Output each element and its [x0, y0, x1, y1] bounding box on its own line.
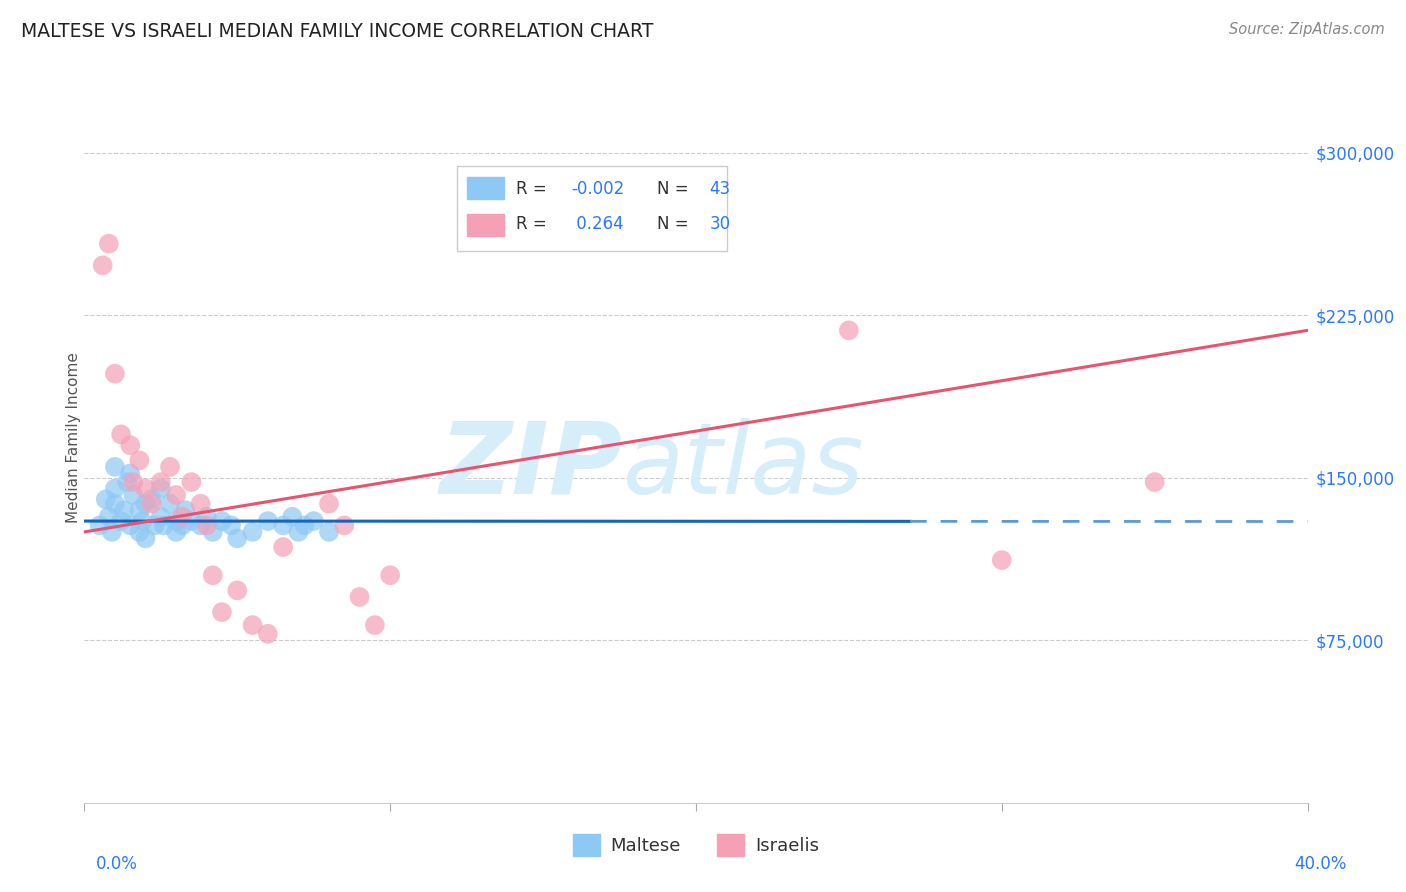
Point — [201, 568, 224, 582]
Point — [159, 497, 181, 511]
Point — [97, 509, 120, 524]
Point — [159, 459, 181, 474]
Text: 43: 43 — [710, 179, 731, 198]
Point — [838, 323, 860, 337]
Point — [201, 524, 224, 539]
Point — [294, 518, 316, 533]
Point — [135, 482, 157, 496]
Point — [135, 497, 157, 511]
Point — [172, 518, 194, 533]
Text: -0.002: -0.002 — [571, 179, 624, 198]
Point — [104, 497, 127, 511]
Point — [364, 618, 387, 632]
Point — [242, 524, 264, 539]
Point — [101, 524, 124, 539]
Point — [149, 509, 172, 524]
Point — [89, 518, 111, 533]
Point — [104, 367, 127, 381]
Point — [302, 514, 325, 528]
Point — [104, 459, 127, 474]
Point — [180, 514, 202, 528]
Point — [112, 503, 135, 517]
Bar — [467, 214, 503, 235]
Point — [271, 540, 294, 554]
Point — [165, 524, 187, 539]
Text: 40.0%: 40.0% — [1295, 855, 1347, 872]
Point — [141, 492, 163, 507]
Point — [195, 518, 218, 533]
Point — [219, 518, 242, 533]
Point — [131, 514, 153, 528]
Point — [110, 514, 132, 528]
Point — [122, 475, 145, 489]
Text: ZIP: ZIP — [440, 417, 623, 515]
Point — [128, 503, 150, 517]
Legend: Maltese, Israelis: Maltese, Israelis — [565, 827, 827, 863]
FancyBboxPatch shape — [457, 167, 727, 251]
Point — [122, 488, 145, 502]
Point — [94, 492, 117, 507]
Point — [242, 618, 264, 632]
Point — [172, 509, 194, 524]
Point — [97, 236, 120, 251]
Point — [115, 475, 138, 489]
Point — [120, 518, 142, 533]
Text: Source: ZipAtlas.com: Source: ZipAtlas.com — [1229, 22, 1385, 37]
Text: R =: R = — [516, 179, 553, 198]
Text: 30: 30 — [710, 215, 731, 233]
Point — [91, 258, 114, 272]
Point — [149, 475, 172, 489]
Point — [287, 524, 309, 539]
Text: MALTESE VS ISRAELI MEDIAN FAMILY INCOME CORRELATION CHART: MALTESE VS ISRAELI MEDIAN FAMILY INCOME … — [21, 22, 654, 41]
Point — [380, 568, 402, 582]
Point — [333, 518, 356, 533]
Point — [165, 514, 187, 528]
Point — [135, 532, 157, 546]
Point — [195, 509, 218, 524]
Bar — [467, 178, 503, 200]
Text: N =: N = — [657, 179, 693, 198]
Point — [153, 518, 176, 533]
Point — [143, 518, 166, 533]
Point — [104, 482, 127, 496]
Point — [128, 524, 150, 539]
Point — [165, 488, 187, 502]
Point — [211, 605, 233, 619]
Point — [991, 553, 1014, 567]
Point — [128, 453, 150, 467]
Point — [174, 503, 197, 517]
Point — [120, 467, 142, 481]
Point — [190, 518, 212, 533]
Point — [349, 590, 371, 604]
Point — [257, 626, 280, 640]
Point — [149, 482, 172, 496]
Text: 0.0%: 0.0% — [96, 855, 138, 872]
Point — [226, 532, 249, 546]
Y-axis label: Median Family Income: Median Family Income — [66, 351, 80, 523]
Point — [226, 583, 249, 598]
Point — [318, 497, 340, 511]
Text: atlas: atlas — [623, 417, 865, 515]
Point — [190, 497, 212, 511]
Point — [180, 475, 202, 489]
Text: 0.264: 0.264 — [571, 215, 624, 233]
Text: R =: R = — [516, 215, 553, 233]
Point — [120, 438, 142, 452]
Point — [141, 497, 163, 511]
Point — [257, 514, 280, 528]
Point — [1143, 475, 1166, 489]
Text: N =: N = — [657, 215, 693, 233]
Point — [110, 427, 132, 442]
Point — [281, 509, 304, 524]
Point — [271, 518, 294, 533]
Point — [318, 524, 340, 539]
Point — [211, 514, 233, 528]
